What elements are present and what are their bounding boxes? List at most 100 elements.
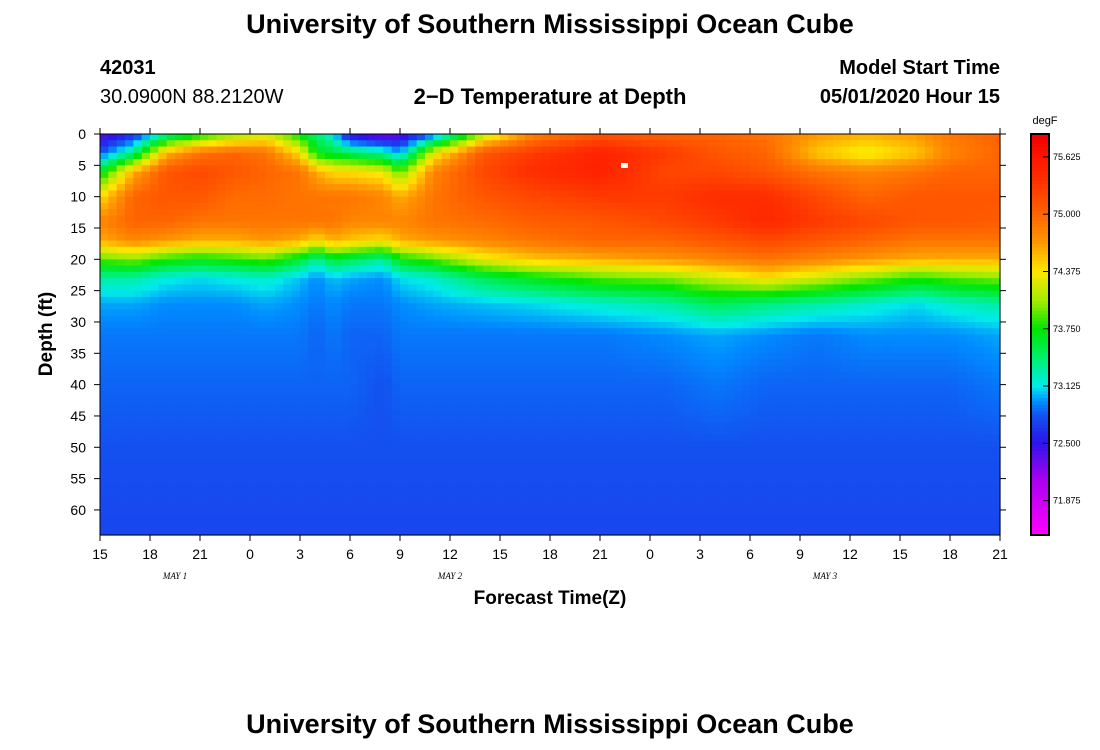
heatmap-cell [341,497,351,505]
heatmap-cell [691,447,701,455]
heatmap-cell [566,140,576,148]
heatmap-cell [175,365,184,373]
heatmap-cell [425,171,434,179]
heatmap-cell [383,453,393,461]
heatmap-cell [116,516,126,524]
heatmap-cell [258,284,268,292]
heatmap-cell [383,265,393,273]
heatmap-cell [683,315,693,323]
heatmap-cell [275,484,284,492]
heatmap-cell [533,478,543,486]
heatmap-cell [291,472,301,480]
heatmap-cell [141,196,151,204]
heatmap-cell [400,340,409,348]
heatmap-cell [358,422,368,430]
heatmap-cell [341,390,351,398]
heatmap-cell [200,516,209,524]
heatmap-cell [175,271,184,279]
heatmap-cell [141,503,151,511]
heatmap-cell [266,365,276,373]
heatmap-cell [541,528,551,536]
heatmap-cell [608,372,618,379]
heatmap-cell [291,422,301,430]
heatmap-cell [183,265,193,273]
heatmap-cell [408,202,418,210]
heatmap-cell [166,146,176,154]
heatmap-cell [533,503,543,511]
heatmap-cell [408,334,418,342]
heatmap-cell [350,321,359,329]
heatmap-cell [500,484,509,492]
heatmap-cell [225,528,234,536]
heatmap-cell [233,422,243,430]
heatmap-cell [608,234,618,242]
heatmap-cell [100,403,109,411]
heatmap-cell [725,227,734,235]
heatmap-cell [125,528,134,536]
heatmap-cell [433,466,443,473]
heatmap-cell [275,453,284,461]
heatmap-cell [300,309,309,317]
heatmap-cell [533,353,543,361]
heatmap-cell [333,234,343,242]
heatmap-cell [150,409,159,417]
heatmap-cell [433,309,443,317]
heatmap-cell [708,134,718,141]
heatmap-cell [350,528,359,536]
heatmap-cell [425,447,434,455]
heatmap-cell [191,378,201,386]
heatmap-cell [325,422,334,430]
heatmap-cell [483,378,493,386]
heatmap-cell [158,497,168,505]
heatmap-cell [166,453,176,461]
heatmap-cell [216,215,226,223]
heatmap-cell [408,259,418,267]
heatmap-cell [708,415,718,423]
heatmap-cell [350,134,359,141]
heatmap-cell [625,271,634,279]
heatmap-cell [425,184,434,191]
heatmap-cell [316,472,326,480]
heatmap-cell [216,152,226,160]
heatmap-cell [258,503,268,511]
heatmap-cell [266,259,276,267]
heatmap-cell [425,347,434,354]
heatmap-cell [208,447,218,455]
heatmap-cell [683,422,693,430]
heatmap-cell [683,190,693,198]
heatmap-cell [333,240,343,248]
heatmap-cell [150,378,159,386]
heatmap-cell [416,328,426,336]
heatmap-cell [325,353,334,361]
heatmap-cell [275,209,284,217]
heatmap-cell [641,328,651,336]
heatmap-cell [533,528,543,536]
heatmap-cell [491,171,501,179]
heatmap-cell [650,190,659,198]
heatmap-cell [666,271,676,279]
heatmap-cell [633,278,643,285]
heatmap-cell [725,202,734,210]
heatmap-cell [391,347,401,354]
heatmap-cell [458,334,468,342]
heatmap-cell [475,140,484,148]
heatmap-cell [266,165,276,173]
heatmap-cell [641,491,651,499]
heatmap-cell [733,165,743,173]
heatmap-cell [725,522,734,530]
heatmap-cell [516,296,526,304]
heatmap-cell [708,328,718,336]
heatmap-cell [600,478,609,486]
heatmap-cell [641,459,651,467]
heatmap-cell [650,478,659,486]
heatmap-cell [150,441,159,448]
heatmap-cell [266,271,276,279]
heatmap-cell [425,284,434,292]
heatmap-cell [225,334,234,342]
heatmap-cell [533,278,543,285]
heatmap-cell [541,403,551,411]
heatmap-cell [433,296,443,304]
heatmap-cell [258,453,268,461]
heatmap-cell [466,378,476,386]
